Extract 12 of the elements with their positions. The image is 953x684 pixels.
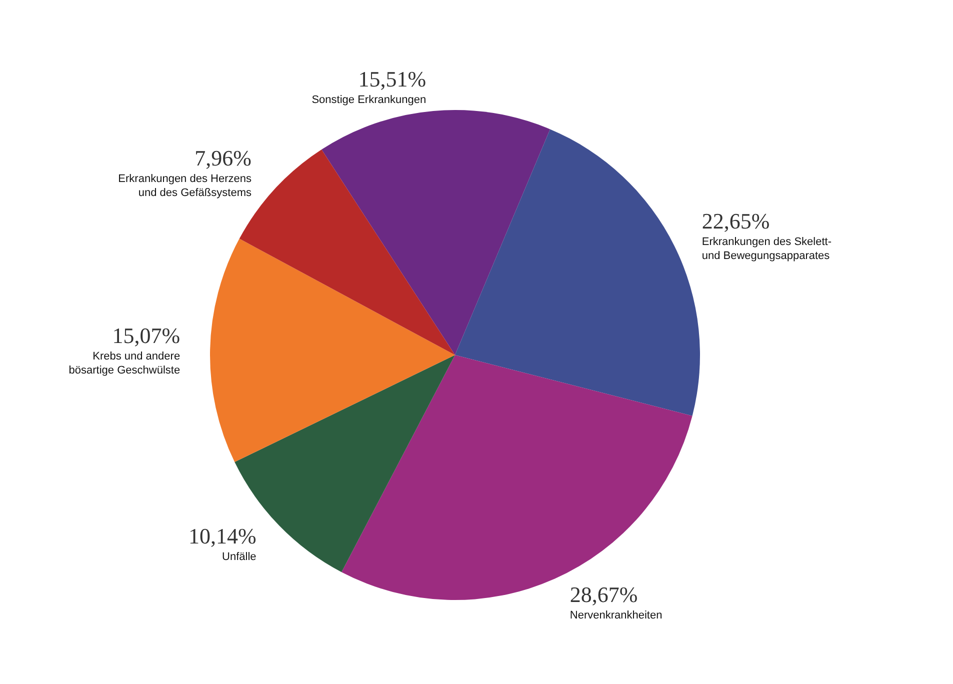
- slice-label: Krebs und andere bösartige Geschwülste: [68, 350, 180, 376]
- slice-label: Nervenkrankheiten: [570, 610, 662, 622]
- data-label: 10,14%: [188, 524, 256, 549]
- data-label: 22,65%: [702, 208, 770, 234]
- data-label: 28,67%: [570, 582, 638, 608]
- data-label: 7,96%: [194, 145, 252, 170]
- data-label: 15,07%: [112, 322, 180, 348]
- data-label: 15,51%: [358, 66, 426, 92]
- slice-label: Erkrankungen des Herzens und des Gefäßsystems: [118, 172, 252, 199]
- slice-label: Erkrankungen des Skelett- und Bewegungsapparates: [702, 236, 832, 262]
- slice-label: Unfälle: [222, 551, 256, 564]
- slice-label: Sonstige Erkrankungen: [312, 94, 426, 106]
